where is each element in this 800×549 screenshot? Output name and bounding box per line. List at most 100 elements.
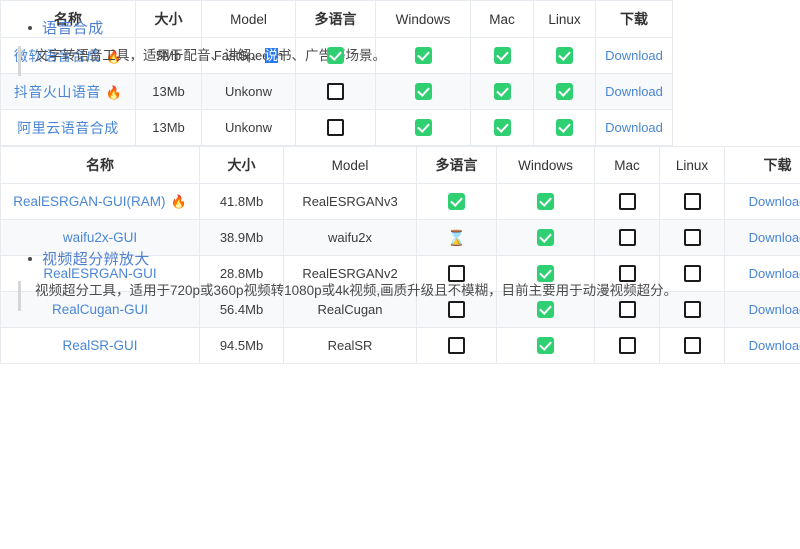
- checkbox-checked-icon: [537, 229, 554, 247]
- cell-size: 13Mb: [135, 73, 202, 110]
- download-link[interactable]: Download: [605, 120, 663, 135]
- download-link[interactable]: Download: [605, 84, 663, 99]
- cell-windows[interactable]: [496, 255, 595, 292]
- cell-linux[interactable]: [659, 291, 725, 328]
- cell-size: 13Mb: [135, 109, 202, 146]
- cell-mac[interactable]: [470, 37, 534, 74]
- checkbox-checked-icon: [493, 83, 511, 101]
- download-link[interactable]: Download: [605, 48, 663, 63]
- cell-multilang[interactable]: [295, 37, 376, 74]
- fire-icon: 🔥: [105, 84, 123, 100]
- heading-link-video-upscale[interactable]: 视频超分辨放大: [42, 251, 150, 268]
- cell-size: 38.9Mb: [199, 219, 284, 256]
- cell-mac[interactable]: [594, 327, 660, 364]
- cell-name: 阿里云语音合成: [0, 109, 136, 146]
- cell-windows[interactable]: [496, 183, 595, 220]
- download-link[interactable]: Download: [748, 338, 800, 353]
- description-selected-text: 说: [264, 48, 278, 63]
- column-header-linux: Linux: [659, 146, 725, 184]
- checkbox-unchecked-icon: [683, 265, 701, 283]
- cell-windows[interactable]: [375, 73, 471, 110]
- cell-linux[interactable]: [533, 109, 596, 146]
- download-link[interactable]: Download: [748, 302, 800, 317]
- tool-name-link[interactable]: waifu2x-GUI: [62, 230, 138, 245]
- fire-icon: 🔥: [105, 48, 123, 64]
- cell-download: Download: [724, 291, 800, 328]
- cell-linux[interactable]: [659, 219, 725, 256]
- cell-multilang[interactable]: ⌛: [416, 219, 497, 256]
- checkbox-unchecked-icon: [683, 301, 701, 319]
- download-link[interactable]: Download: [748, 230, 800, 245]
- cell-multilang[interactable]: [295, 109, 376, 146]
- cell-mac[interactable]: [594, 219, 660, 256]
- cell-linux[interactable]: [533, 73, 596, 110]
- tool-name-link[interactable]: RealESRGAN-GUI(RAM): [13, 193, 166, 209]
- cell-download: Download: [724, 255, 800, 292]
- tool-name-link[interactable]: RealSR-GUI: [62, 338, 138, 353]
- checkbox-unchecked-icon: [448, 301, 465, 319]
- cell-multilang[interactable]: [416, 255, 497, 292]
- checkbox-unchecked-icon: [448, 337, 465, 355]
- section-heading-video-upscale: 视频超分辨放大: [28, 248, 150, 269]
- download-link[interactable]: Download: [748, 194, 800, 209]
- checkbox-checked-icon: [556, 83, 573, 101]
- table-body: 微软语音合成 🔥 5Mb FastSpeech Download 抖音火山语音 🔥 13Mb U…: [0, 37, 673, 146]
- section-heading-speech-synthesis: 语音合成: [28, 17, 104, 38]
- cell-windows[interactable]: [496, 291, 595, 328]
- cell-linux[interactable]: [533, 37, 596, 74]
- cell-windows[interactable]: [375, 37, 471, 74]
- checkbox-checked-icon: [537, 337, 554, 355]
- tool-name-link[interactable]: 微软语音合成: [13, 47, 101, 64]
- checkbox-checked-icon: [537, 265, 554, 283]
- cell-name: 抖音火山语音 🔥: [0, 73, 136, 110]
- checkbox-unchecked-icon: [683, 193, 701, 211]
- tool-name-link[interactable]: 阿里云语音合成: [17, 119, 119, 136]
- download-link[interactable]: Download: [748, 266, 800, 281]
- table-header-row: 名称 大小 Model 多语言 Windows Mac Linux 下载: [0, 146, 800, 184]
- table-row: RealESRGAN-GUI(RAM) 🔥 41.8Mb RealESRGANv3 Do…: [0, 183, 800, 220]
- cell-multilang[interactable]: [295, 73, 376, 110]
- column-header-linux: Linux: [533, 0, 596, 38]
- cell-size: 94.5Mb: [199, 327, 284, 364]
- cell-mac[interactable]: [594, 255, 660, 292]
- cell-download: Download: [724, 327, 800, 364]
- cell-windows[interactable]: [496, 327, 595, 364]
- column-header-multilang: 多语言: [416, 146, 497, 184]
- cell-size: 56.4Mb: [199, 291, 284, 328]
- column-header-multilang: 多语言: [295, 0, 376, 38]
- cell-linux[interactable]: [659, 183, 725, 220]
- column-header-size: 大小: [135, 0, 202, 38]
- cell-model: Unkonw: [201, 109, 296, 146]
- cell-mac[interactable]: [470, 73, 534, 110]
- table-row: 微软语音合成 🔥 5Mb FastSpeech Download: [0, 37, 673, 74]
- cell-windows[interactable]: [496, 219, 595, 256]
- checkbox-unchecked-icon: [618, 301, 636, 319]
- tool-name-link[interactable]: 抖音火山语音: [13, 83, 101, 100]
- table-row: 抖音火山语音 🔥 13Mb Unkonw Download: [0, 73, 673, 110]
- hourglass-icon: ⌛: [447, 229, 466, 247]
- tool-name-link[interactable]: RealCugan-GUI: [51, 302, 149, 317]
- cell-name: RealCugan-GUI: [0, 291, 200, 328]
- cell-model: RealSR: [283, 327, 417, 364]
- column-header-name: 名称: [0, 146, 200, 184]
- table-body: RealESRGAN-GUI(RAM) 🔥 41.8Mb RealESRGANv3 Do…: [0, 183, 800, 364]
- cell-mac[interactable]: [594, 183, 660, 220]
- bullet-icon: [28, 25, 32, 30]
- cell-download: Download: [595, 109, 673, 146]
- tool-name-link[interactable]: RealESRGAN-GUI: [43, 266, 157, 281]
- heading-link-speech-synthesis[interactable]: 语音合成: [42, 20, 104, 37]
- checkbox-checked-icon: [448, 193, 465, 211]
- cell-multilang[interactable]: [416, 327, 497, 364]
- cell-model: Unkonw: [201, 73, 296, 110]
- checkbox-checked-icon: [493, 47, 511, 65]
- checkbox-checked-icon: [414, 83, 432, 101]
- cell-linux[interactable]: [659, 327, 725, 364]
- cell-multilang[interactable]: [416, 183, 497, 220]
- cell-mac[interactable]: [470, 109, 534, 146]
- checkbox-unchecked-icon: [683, 229, 701, 247]
- cell-windows[interactable]: [375, 109, 471, 146]
